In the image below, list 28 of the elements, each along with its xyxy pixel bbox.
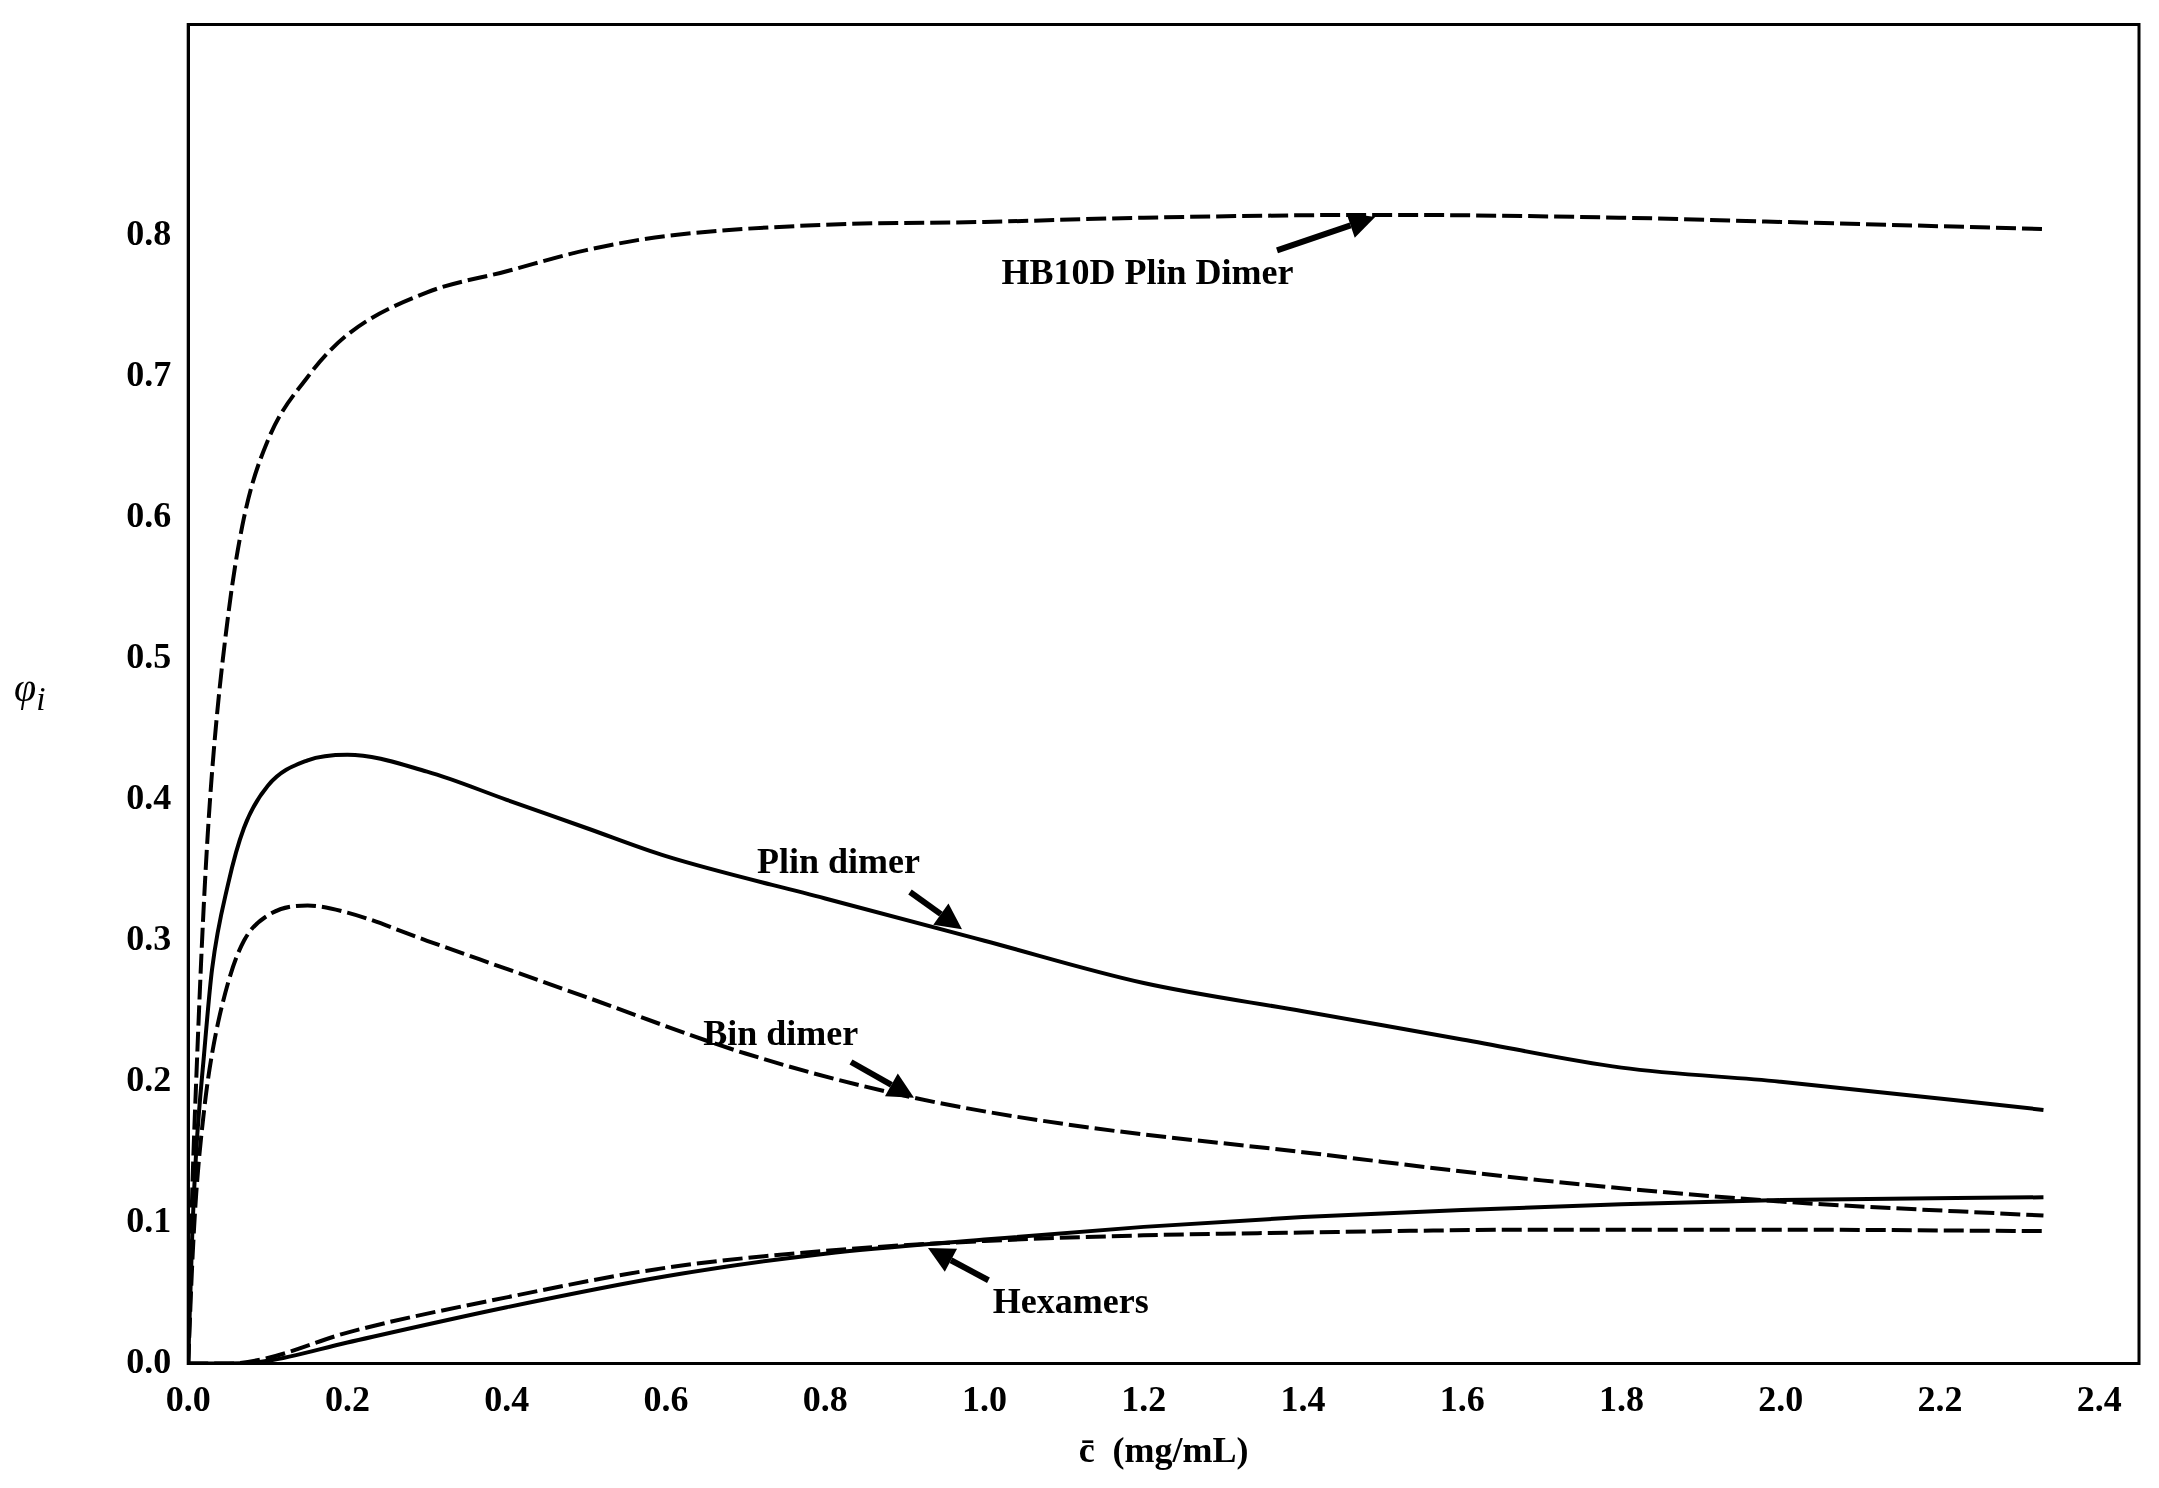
y-tick-label: 0.8 xyxy=(126,213,172,254)
y-tick-label: 0.7 xyxy=(126,354,172,395)
x-tick-label: 0.8 xyxy=(802,1379,848,1420)
y-tick-label: 0.2 xyxy=(126,1059,172,1099)
x-tick-label: 1.2 xyxy=(1121,1379,1167,1420)
x-tick-label: 0.2 xyxy=(324,1379,370,1420)
x-tick-label: 0.0 xyxy=(165,1379,211,1420)
y-tick-label: 0.1 xyxy=(126,1199,172,1240)
x-tick-label: 1.4 xyxy=(1280,1379,1326,1420)
y-tick-label: 0.0 xyxy=(126,1340,172,1381)
annotation: Hexamers xyxy=(992,1281,1149,1322)
x-tick-label: 2.4 xyxy=(2076,1379,2122,1420)
annotation: Bin dimer xyxy=(703,1012,859,1053)
x-tick-label: 0.6 xyxy=(643,1379,689,1420)
x-tick-label: 0.4 xyxy=(484,1379,530,1420)
x-tick-label: 1.8 xyxy=(1598,1379,1644,1420)
y-tick-label: 0.3 xyxy=(126,918,172,959)
annotation: Plin dimer xyxy=(757,841,921,882)
y-tick-label: 0.6 xyxy=(126,495,172,536)
x-tick-label: 2.0 xyxy=(1758,1379,1804,1420)
y-axis-title: φ$_{i}$ xyxy=(14,664,46,719)
x-axis-title: c̄ (mg/mL) xyxy=(1078,1429,1249,1470)
y-tick-label: 0.5 xyxy=(126,636,172,677)
x-tick-label: 2.2 xyxy=(1917,1379,1963,1420)
x-tick-label: 1.6 xyxy=(1439,1379,1485,1420)
annotation: HB10D Plin Dimer xyxy=(1001,252,1294,293)
y-tick-label: 0.4 xyxy=(126,777,172,818)
x-tick-label: 1.0 xyxy=(961,1379,1007,1420)
